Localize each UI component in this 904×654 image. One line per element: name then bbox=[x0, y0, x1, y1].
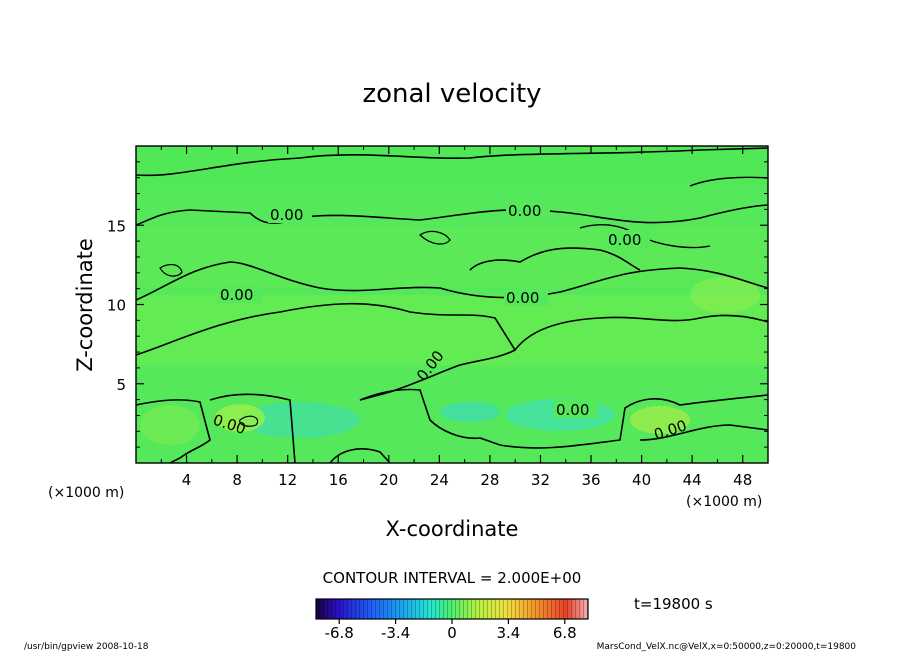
colorbar-tick-label: 0 bbox=[447, 624, 457, 642]
contour-label-group: 0.00 0.00 0.00 0.00 0.00 0.00 0.00 0.00 … bbox=[211, 201, 689, 444]
plot-area: 0.00 0.00 0.00 0.00 0.00 0.00 0.00 0.00 … bbox=[107, 145, 769, 489]
colorbar-tick-label: -6.8 bbox=[325, 624, 354, 642]
colorbar-ticks: -6.8 -3.4 0 3.4 6.8 bbox=[325, 619, 577, 642]
contour-line bbox=[639, 424, 768, 441]
contour-label: 0.00 bbox=[508, 202, 541, 220]
x-tick-label: 40 bbox=[632, 471, 651, 489]
x-axis-unit-left: (×1000 m) bbox=[48, 485, 124, 501]
x-axis-unit-right: (×1000 m) bbox=[686, 494, 762, 510]
contour-line bbox=[359, 388, 768, 449]
contour-line bbox=[469, 247, 641, 271]
contour-line bbox=[159, 263, 183, 277]
contour-line bbox=[209, 393, 296, 463]
colorbar: -6.8 -3.4 0 3.4 6.8 bbox=[315, 598, 589, 642]
y-axis-label: Z-coordinate bbox=[73, 238, 97, 372]
contour-label: 0.00 bbox=[270, 206, 303, 224]
contour-line bbox=[136, 302, 517, 401]
contour-label: 0.00 bbox=[608, 231, 641, 249]
x-tick-label: 28 bbox=[480, 471, 499, 489]
y-axis-ticks: 5 10 15 bbox=[107, 161, 768, 448]
colorbar-tick-label: 3.4 bbox=[496, 624, 520, 642]
contour-label: 0.00 bbox=[506, 289, 539, 307]
contour-line bbox=[136, 261, 768, 301]
contour-line bbox=[136, 204, 768, 226]
x-tick-label: 16 bbox=[329, 471, 348, 489]
colorbar-stripes bbox=[316, 599, 588, 619]
x-tick-label: 36 bbox=[581, 471, 600, 489]
x-axis-ticks: 4 8 12 16 20 24 28 32 36 40 44 48 bbox=[160, 146, 752, 489]
chart-title: zonal velocity bbox=[362, 79, 541, 109]
x-tick-label: 8 bbox=[232, 471, 242, 489]
y-tick-label: 5 bbox=[116, 376, 126, 394]
footer-right: MarsCond_VelX.nc@VelX,x=0:50000,z=0:2000… bbox=[597, 642, 857, 652]
y-tick-label: 10 bbox=[107, 297, 126, 315]
contour-label: 0.00 bbox=[556, 401, 589, 419]
footer-left: /usr/bin/gpview 2008-10-18 bbox=[24, 642, 149, 652]
x-tick-label: 48 bbox=[733, 471, 752, 489]
contour-line bbox=[239, 415, 259, 427]
contour-label: 0.00 bbox=[220, 286, 253, 304]
contour-interval-label: CONTOUR INTERVAL = 2.000E+00 bbox=[323, 569, 582, 587]
y-tick-label: 15 bbox=[107, 217, 126, 235]
x-tick-label: 4 bbox=[182, 471, 192, 489]
colorbar-tick-label: -3.4 bbox=[381, 624, 410, 642]
x-tick-label: 12 bbox=[278, 471, 297, 489]
colorbar-tick-label: 6.8 bbox=[553, 624, 577, 642]
contour-line bbox=[136, 399, 211, 463]
x-tick-label: 24 bbox=[430, 471, 449, 489]
contour-line bbox=[689, 176, 768, 187]
contour-line bbox=[514, 314, 768, 351]
x-tick-label: 20 bbox=[379, 471, 398, 489]
contour-line bbox=[419, 230, 451, 245]
x-tick-label: 32 bbox=[531, 471, 550, 489]
x-tick-label: 44 bbox=[683, 471, 702, 489]
contour-line bbox=[329, 448, 391, 463]
time-label: t=19800 s bbox=[634, 595, 713, 613]
x-axis-label: X-coordinate bbox=[386, 517, 519, 541]
